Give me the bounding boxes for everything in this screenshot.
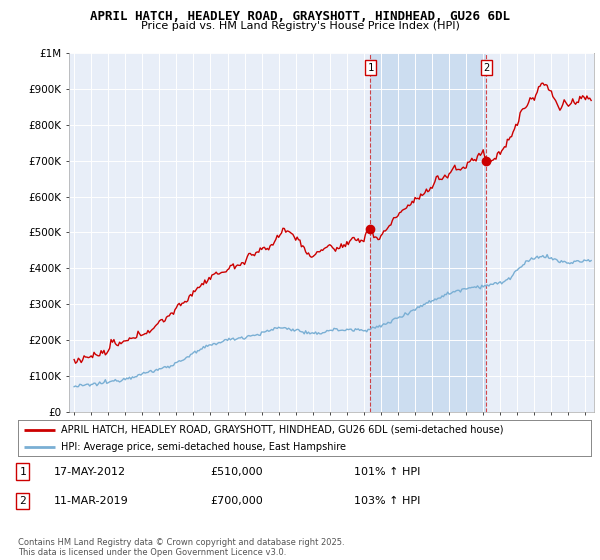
- Text: Contains HM Land Registry data © Crown copyright and database right 2025.
This d: Contains HM Land Registry data © Crown c…: [18, 538, 344, 557]
- Text: 2: 2: [484, 63, 490, 73]
- Text: Price paid vs. HM Land Registry's House Price Index (HPI): Price paid vs. HM Land Registry's House …: [140, 21, 460, 31]
- Text: APRIL HATCH, HEADLEY ROAD, GRAYSHOTT, HINDHEAD, GU26 6DL: APRIL HATCH, HEADLEY ROAD, GRAYSHOTT, HI…: [90, 10, 510, 23]
- Text: 2: 2: [19, 496, 26, 506]
- Text: HPI: Average price, semi-detached house, East Hampshire: HPI: Average price, semi-detached house,…: [61, 442, 346, 452]
- Text: APRIL HATCH, HEADLEY ROAD, GRAYSHOTT, HINDHEAD, GU26 6DL (semi-detached house): APRIL HATCH, HEADLEY ROAD, GRAYSHOTT, HI…: [61, 425, 503, 435]
- Text: 1: 1: [367, 63, 373, 73]
- Text: £510,000: £510,000: [210, 466, 263, 477]
- Text: £700,000: £700,000: [210, 496, 263, 506]
- Text: 103% ↑ HPI: 103% ↑ HPI: [354, 496, 421, 506]
- Text: 101% ↑ HPI: 101% ↑ HPI: [354, 466, 421, 477]
- Text: 17-MAY-2012: 17-MAY-2012: [54, 466, 126, 477]
- Bar: [370, 53, 487, 412]
- Text: 1: 1: [19, 466, 26, 477]
- Text: 11-MAR-2019: 11-MAR-2019: [54, 496, 129, 506]
